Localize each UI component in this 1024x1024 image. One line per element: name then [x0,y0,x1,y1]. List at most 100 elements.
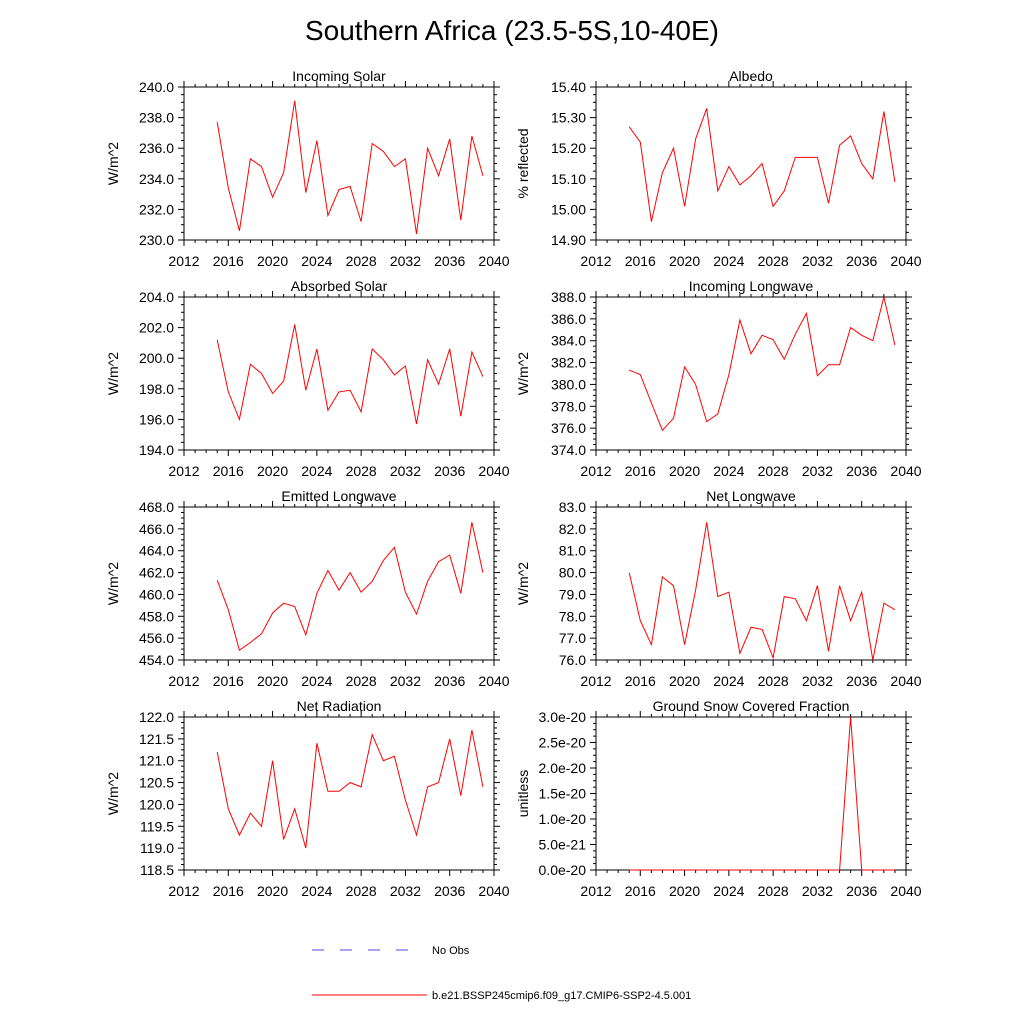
x-tick-label: 2028 [346,883,377,899]
panel-title: Absorbed Solar [291,278,388,294]
y-tick-label: 230.0 [139,232,174,248]
plot-frame [183,716,495,871]
y-tick-label: 238.0 [139,110,174,126]
x-tick-label: 2028 [346,673,377,689]
x-tick-label: 2032 [802,883,833,899]
x-tick-label: 2016 [213,883,244,899]
x-tick-label: 2040 [478,883,509,899]
series-line-0 [629,716,895,871]
y-tick-label: 204.0 [139,289,174,305]
y-tick-label: 119.0 [140,840,174,856]
x-tick-label: 2040 [478,253,509,269]
x-tick-label: 2024 [713,673,744,689]
y-tick-label: 468.0 [139,499,174,515]
y-tick-label: 14.90 [551,232,586,248]
y-tick-label: 77.0 [559,630,586,646]
series-line-0 [216,730,484,849]
panels: Incoming Solar W/m^2 2012 2016 2020 2024 2028 2… [105,68,922,899]
x-tick-label: 2012 [580,673,611,689]
x-tick-label: 2024 [713,883,744,899]
x-tick-label: 2012 [580,253,611,269]
plot-frame [183,506,495,661]
x-tick-label: 2028 [758,673,789,689]
x-tick-label: 2036 [434,463,465,479]
panel-title: Emitted Longwave [281,488,396,504]
y-axis-label: W/m^2 [105,142,121,185]
figure-title: Southern Africa (23.5-5S,10-40E) [305,15,719,46]
panel-incoming-longwave: Incoming Longwave W/m^2 2012 2016 2020 2024 20… [515,278,922,479]
plot-frame [595,86,907,241]
y-tick-label: 460.0 [139,586,174,602]
y-tick-label: 15.20 [551,140,586,156]
panel-title: Albedo [729,68,773,84]
y-tick-label: 15.30 [551,110,586,126]
x-tick-label: 2020 [257,463,288,479]
x-tick-label: 2016 [625,883,656,899]
y-tick-label: 378.0 [551,398,586,414]
x-tick-label: 2036 [846,253,877,269]
y-tick-label: 79.0 [559,586,586,602]
y-axis-label: W/m^2 [105,772,121,815]
y-tick-label: 196.0 [139,411,174,427]
x-tick-label: 2024 [301,463,332,479]
y-tick-label: 384.0 [551,333,586,349]
x-tick-label: 2012 [580,463,611,479]
x-tick-label: 2020 [257,673,288,689]
plot-frame [183,86,495,241]
y-tick-label: 120.0 [139,796,174,812]
panel-net-radiation: Net Radiation W/m^2 2012 2016 2020 2024 2028 20… [105,698,510,899]
y-tick-label: 380.0 [551,376,586,392]
y-tick-label: 382.0 [551,355,586,371]
x-tick-label: 2024 [301,883,332,899]
x-tick-label: 2016 [625,463,656,479]
x-tick-label: 2032 [390,883,421,899]
x-tick-label: 2020 [669,673,700,689]
y-axis-label: % reflected [515,128,531,198]
y-tick-label: 76.0 [559,652,586,668]
y-tick-label: 200.0 [139,350,174,366]
x-tick-label: 2036 [846,883,877,899]
x-tick-label: 2020 [257,253,288,269]
x-tick-label: 2016 [213,463,244,479]
x-tick-label: 2040 [478,673,509,689]
x-tick-label: 2040 [890,673,921,689]
x-tick-label: 2016 [625,673,656,689]
panel-absorbed-solar: Absorbed Solar W/m^2 2012 2016 2020 2024 2028 2… [105,278,510,479]
y-tick-label: 462.0 [139,565,174,581]
series-line-0 [216,522,484,652]
x-tick-label: 2028 [758,883,789,899]
x-tick-label: 2036 [434,673,465,689]
y-tick-label: 464.0 [139,543,174,559]
y-tick-label: 198.0 [139,381,174,397]
y-tick-label: 0.0e-20 [539,862,587,878]
x-tick-label: 2016 [213,673,244,689]
x-tick-label: 2012 [580,883,611,899]
panel-title: Net Radiation [297,698,382,714]
x-tick-label: 2036 [846,673,877,689]
y-tick-label: 5.0e-21 [539,837,587,853]
panel-title: Incoming Longwave [689,278,814,294]
y-axis-label: unitless [515,770,531,817]
panel-albedo: Albedo % reflected 2012 2016 2020 2024 2028 203… [515,68,922,269]
x-tick-label: 2020 [257,883,288,899]
y-tick-label: 15.10 [551,171,586,187]
x-tick-label: 2040 [890,463,921,479]
x-tick-label: 2036 [434,883,465,899]
series-line-0 [216,324,484,425]
y-tick-label: 234.0 [139,171,174,187]
y-tick-label: 456.0 [139,630,174,646]
plot-frame [595,506,907,661]
x-tick-label: 2028 [346,463,377,479]
y-tick-label: 236.0 [139,140,174,156]
x-tick-label: 2028 [346,253,377,269]
y-tick-label: 81.0 [559,543,586,559]
series-line-0 [629,296,896,432]
y-axis-label: W/m^2 [105,562,121,605]
x-tick-label: 2020 [669,883,700,899]
panel-title: Ground Snow Covered Fraction [653,698,850,714]
y-tick-label: 374.0 [551,442,586,458]
y-tick-label: 3.0e-20 [539,709,587,725]
x-tick-label: 2040 [890,883,921,899]
y-tick-label: 202.0 [139,320,174,336]
